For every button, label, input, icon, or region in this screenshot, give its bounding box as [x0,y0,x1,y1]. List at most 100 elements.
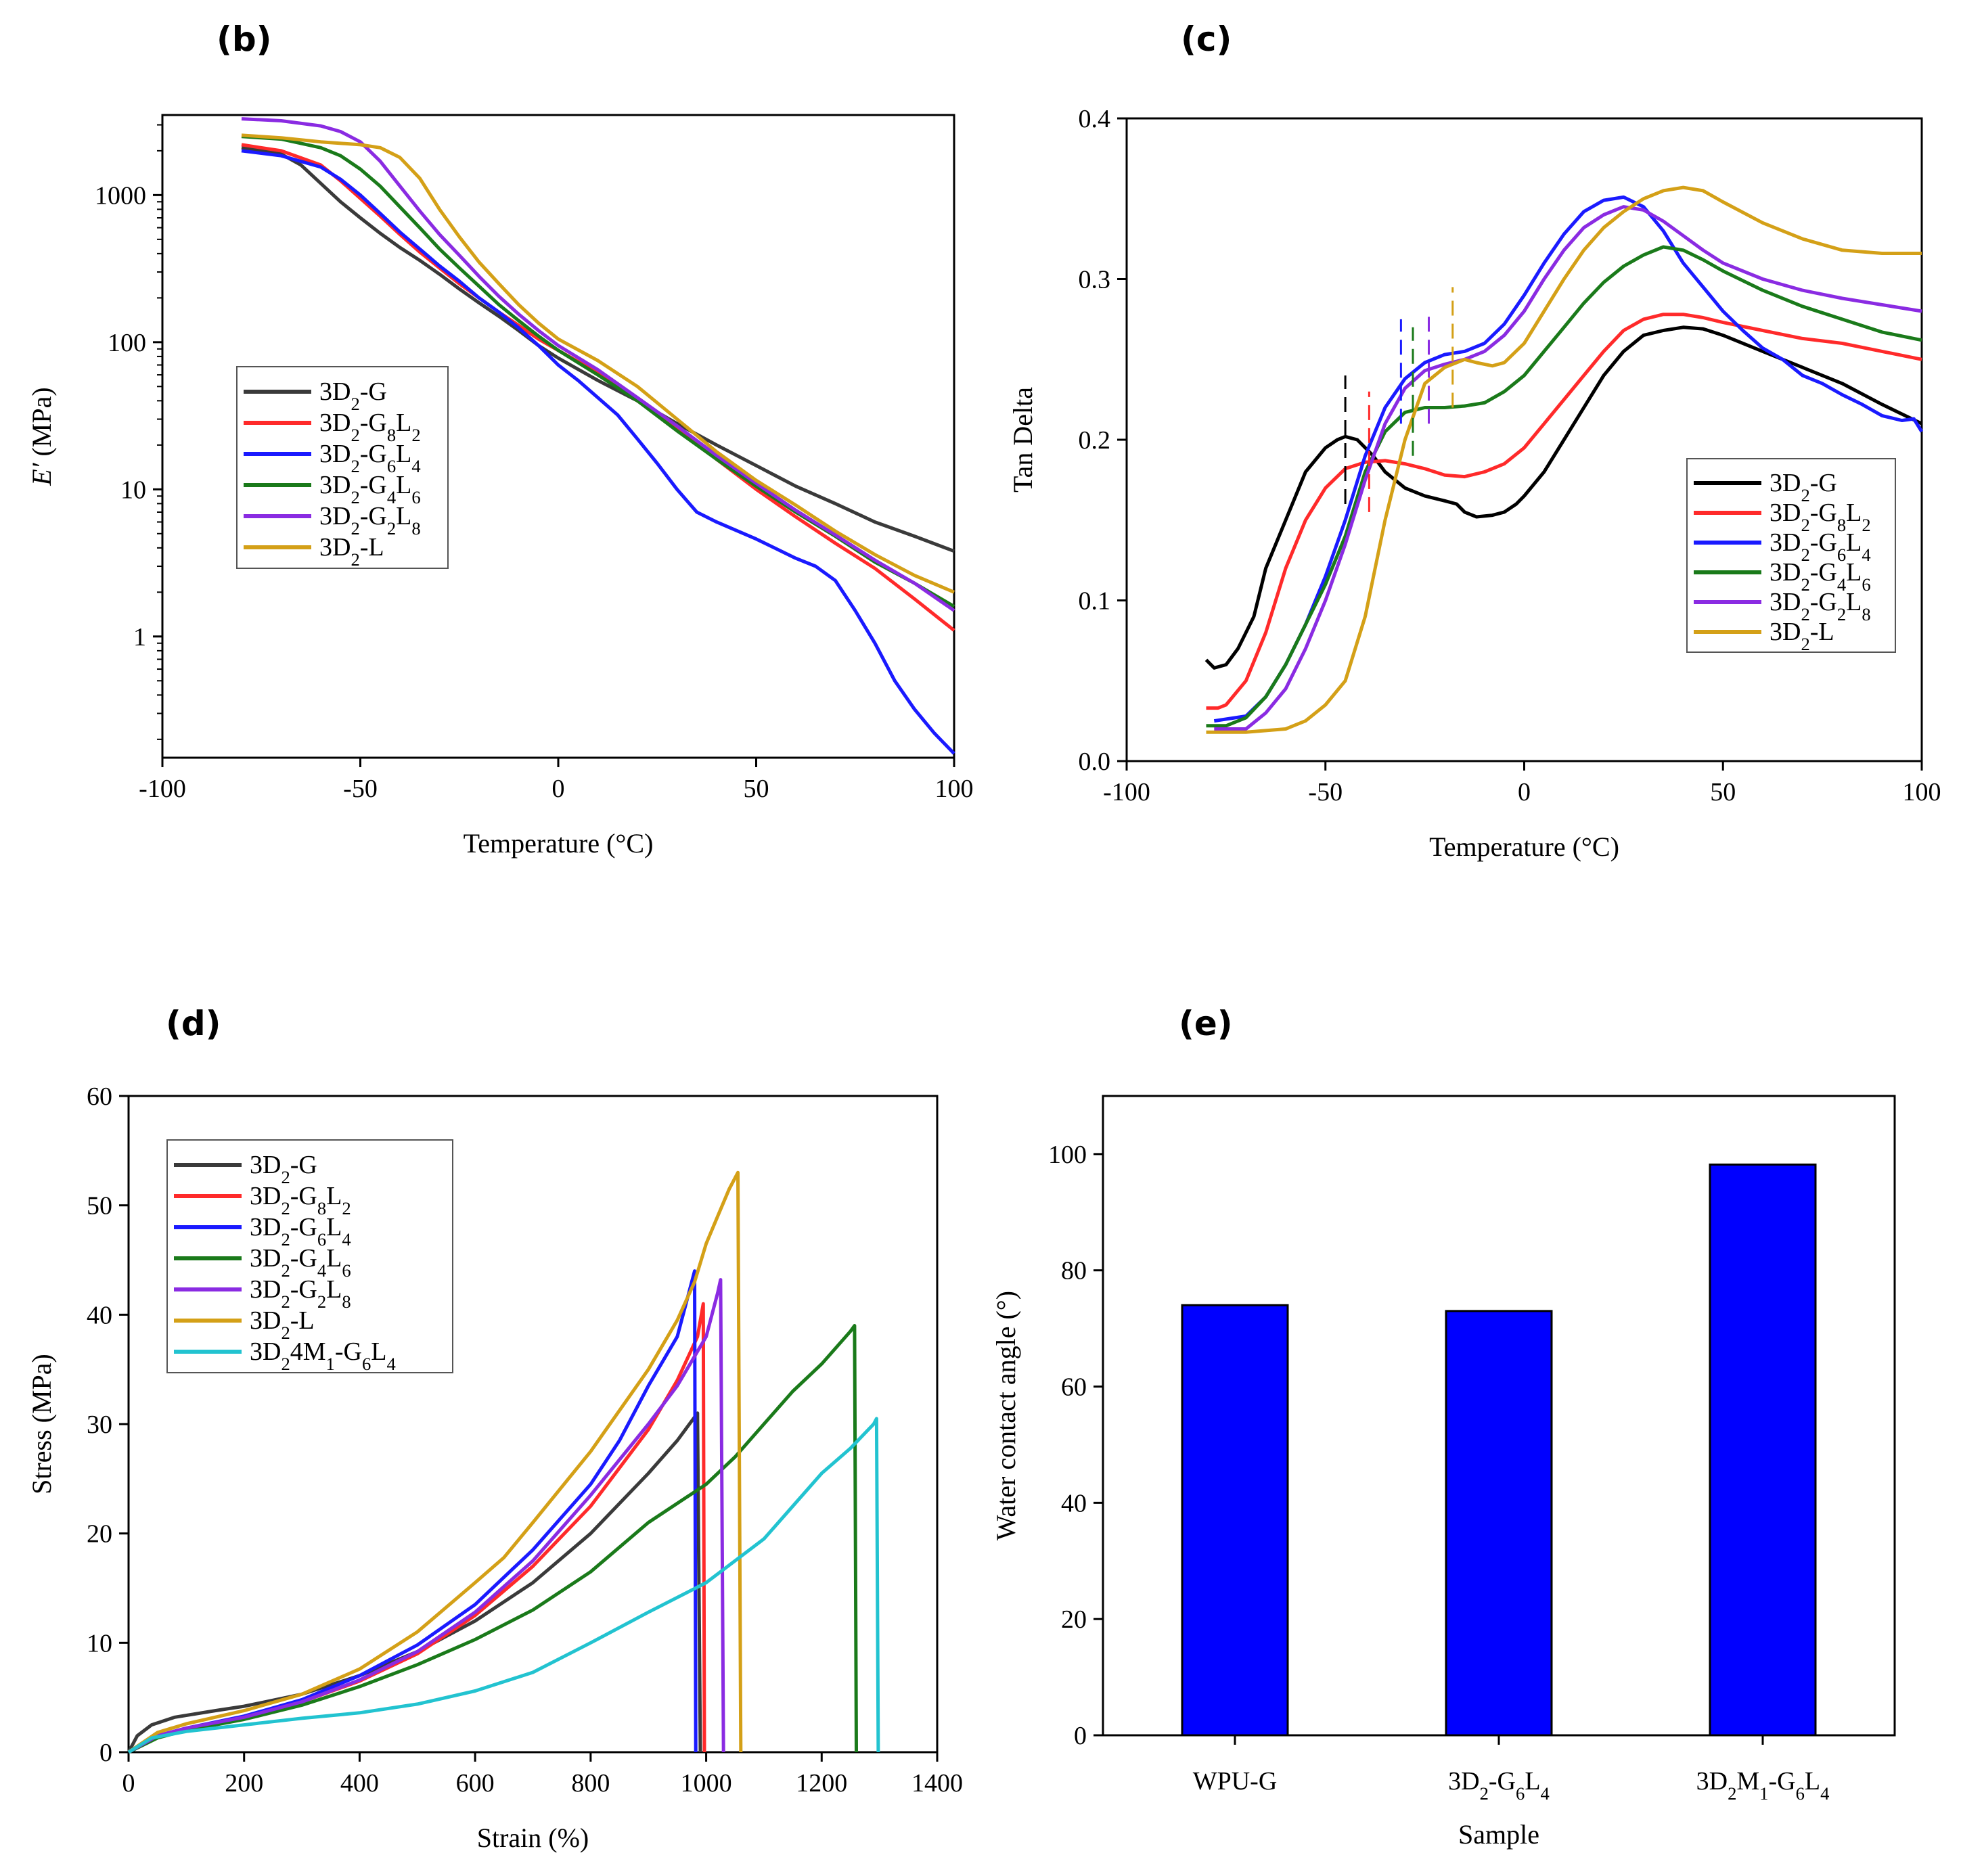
y-axis-label-b: E′ (MPa) [26,387,57,486]
legend-label-d-3D2-G2L8: 3D2-G2L8 [250,1275,351,1312]
legend-label-c-3D2-G8L2: 3D2-G8L2 [1770,499,1871,535]
x-tick-label-b: 0 [552,775,565,803]
x-tick-label-c: 0 [1518,778,1531,806]
x-tick-label-d: 1200 [796,1769,847,1798]
legend-box-b [236,366,449,569]
series-line-d-3D2-G2L8 [127,1278,725,1754]
x-tick-label-d: 400 [340,1769,379,1798]
series-line-b-3D2-G6L4 [241,149,955,755]
x-tick-label-b: 50 [744,775,769,803]
y-tick-label-e: 100 [1048,1141,1087,1169]
legend-label-c-3D2-G4L6: 3D2-G4L6 [1770,558,1871,595]
y-tick-label-e: 0 [1074,1722,1087,1750]
legend-label-b-3D2-G2L8: 3D2-G2L8 [319,502,421,539]
y-axis-label-c: Tan Delta [1008,387,1038,493]
x-category-label-WPU-G: WPU-G [1193,1767,1278,1795]
legend-label-c-3D2-G2L8: 3D2-G2L8 [1770,588,1871,624]
y-tick-label-c: 0.1 [1079,587,1111,616]
legend-box-c [1686,458,1896,653]
series-line-c-3D2-G [1204,325,1923,670]
y-tick-label-c: 0.0 [1079,748,1111,776]
panel-label-d: (d) [166,1004,221,1043]
legend-label-d-3D2-G: 3D2-G [250,1151,317,1187]
y-tick-label-d: 40 [87,1301,112,1329]
x-axis-label-d: Strain (%) [477,1823,589,1853]
x-tick-label-b: -50 [343,775,378,803]
y-tick-label-d: 50 [87,1192,112,1220]
y-tick-label-c: 0.4 [1079,105,1111,133]
legend-label-d-3D24M1-G6L4: 3D24M1-G6L4 [250,1337,396,1374]
bar-3D2M1-G6L4 [1709,1163,1817,1737]
panel-d-stress-strain-chart: (d) 0 200 400 600 800 1000 1200 1400 Strain (%) 0 1… [26,1004,963,1853]
panel-b-elastic-modulus-chart: (b) -100 -50 0 50 100 Temperature (°C) 1 10 100 10… [26,20,974,859]
x-tick-label-d: 800 [571,1769,610,1798]
y-tick-label-e: 40 [1061,1489,1087,1517]
series-line-c-3D2-G8L2 [1206,313,1922,710]
legend-label-c-3D2-G6L4: 3D2-G6L4 [1770,528,1871,565]
x-category-label-3D2-G6L4: 3D2-G6L4 [1448,1767,1550,1804]
series-line-c-3D2-L [1206,185,1922,734]
y-tick-label-c: 0.2 [1079,426,1111,455]
legend-label-d-3D2-G4L6: 3D2-G4L6 [250,1244,351,1281]
series-line-d-3D24M1-G6L4 [127,1417,880,1754]
y-tick-label-d: 60 [87,1082,112,1111]
y-tick-label-c: 0.3 [1079,266,1111,294]
legend-label-d-3D2-G8L2: 3D2-G8L2 [250,1182,351,1218]
series-line-b-3D2-G [241,145,955,553]
y-tick-label-e: 80 [1061,1257,1087,1285]
x-tick-label-d: 600 [456,1769,495,1798]
x-tick-label-d: 1400 [911,1769,963,1798]
x-tick-label-c: 100 [1903,778,1941,806]
series-line-c-3D2-G2L8 [1214,205,1922,731]
panel-label-c: (c) [1181,20,1232,59]
y-tick-label-b: 10 [120,476,146,504]
y-tick-label-d: 0 [99,1739,112,1767]
panel-label-b: (b) [217,20,272,59]
series-line-c-3D2-G4L6 [1206,245,1922,728]
panel-c-tan-delta-chart: (c) -100 -50 0 50 100 Temperature (°C) 0.0 0.1 0.… [1008,20,1941,862]
y-axis-label-d: Stress (MPa) [26,1354,57,1494]
legend-label-b-3D2-G4L6: 3D2-G4L6 [319,471,421,507]
y-tick-label-e: 60 [1061,1373,1087,1402]
x-axis-label-e: Sample [1458,1819,1539,1850]
x-tick-label-d: 0 [122,1769,135,1798]
series-line-d-3D2-L [127,1170,743,1754]
y-tick-label-b: 100 [108,329,146,357]
x-tick-label-c: -100 [1103,778,1150,806]
panel-e-contact-angle-bar-chart: (e) 0 20 40 60 80 100 Water contact angle (°) WP… [991,1004,1896,1850]
legend-label-d-3D2-L: 3D2-L [250,1306,315,1343]
y-tick-label-b: 1 [133,623,146,651]
y-tick-label-d: 30 [87,1411,112,1439]
y-tick-label-d: 10 [87,1629,112,1657]
legend-label-c-3D2-L: 3D2-L [1770,618,1834,654]
series-line-d-3D2-G4L6 [127,1324,858,1754]
series-line-c-3D2-G6L4 [1213,195,1924,723]
series-line-d-3D2-G [127,1411,702,1754]
x-tick-label-c: -50 [1308,778,1343,806]
x-category-label-3D2M1-G6L4: 3D2M1-G6L4 [1696,1767,1830,1804]
x-tick-label-c: 50 [1710,778,1736,806]
legend-label-c-3D2-G: 3D2-G [1770,469,1837,505]
y-tick-label-d: 20 [87,1520,112,1549]
x-axis-label-c: Temperature (°C) [1429,831,1619,862]
legend-label-d-3D2-G6L4: 3D2-G6L4 [250,1213,351,1250]
x-tick-label-b: -100 [139,775,186,803]
x-axis-label-b: Temperature (°C) [464,828,654,859]
legend-label-b-3D2-L: 3D2-L [319,533,384,570]
panel-label-e: (e) [1179,1004,1233,1043]
series-line-b-3D2-G2L8 [241,117,955,612]
y-tick-label-e: 20 [1061,1605,1087,1634]
y-tick-label-b: 1000 [95,181,146,210]
bar-WPU-G [1181,1304,1289,1737]
bar-3D2-G6L4 [1445,1310,1553,1737]
y-axis-label-e: Water contact angle (°) [991,1291,1021,1540]
legend-label-b-3D2-G8L2: 3D2-G8L2 [319,409,421,445]
x-tick-label-d: 200 [225,1769,263,1798]
x-tick-label-b: 100 [935,775,974,803]
legend-label-b-3D2-G: 3D2-G [319,378,387,414]
legend-label-b-3D2-G6L4: 3D2-G6L4 [319,440,421,476]
series-line-b-3D2-L [241,133,955,594]
x-tick-label-d: 1000 [681,1769,732,1798]
